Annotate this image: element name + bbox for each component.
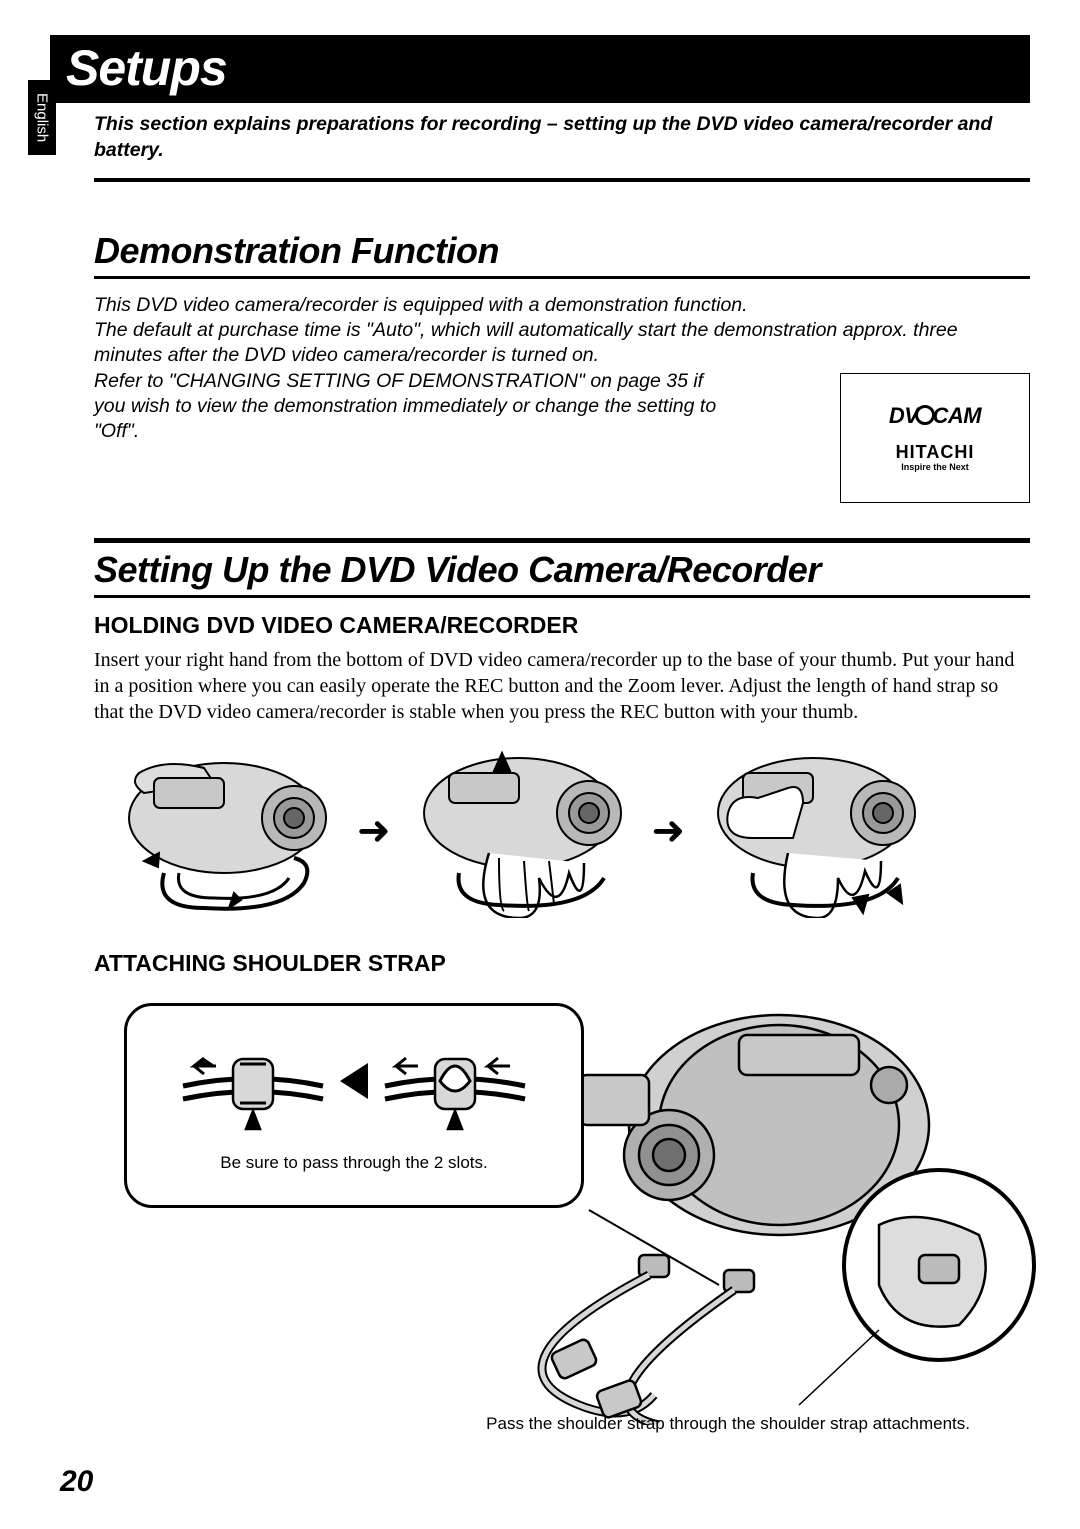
arrow-right-icon: ➜ (652, 743, 686, 918)
buckle-illustration-1 (178, 1031, 328, 1131)
holding-instructions: Insert your right hand from the bottom o… (94, 647, 1030, 725)
page-number: 20 (60, 1465, 93, 1499)
callout-box: Be sure to pass through the 2 slots. (124, 1003, 584, 1208)
section-title-demonstration: Demonstration Function (94, 230, 1030, 272)
camera-illustration-3 (693, 743, 938, 918)
dvdcam-prefix: DV (889, 403, 919, 428)
intro-text: This section explains preparations for r… (94, 111, 1030, 164)
dvdcam-logo: DV CAM (889, 403, 981, 429)
buckle-illustration-2 (380, 1031, 530, 1131)
divider (94, 595, 1030, 598)
section-title-setup: Setting Up the DVD Video Camera/Recorder (94, 549, 1030, 591)
subtitle-holding: HOLDING DVD VIDEO CAMERA/RECORDER (94, 612, 1030, 639)
dvdcam-suffix: CAM (932, 403, 981, 428)
language-tab: English (28, 80, 56, 155)
subtitle-strap: ATTACHING SHOULDER STRAP (94, 950, 1030, 977)
hitachi-brand: HITACHI (896, 443, 975, 461)
brand-logo-box: DV CAM HITACHI Inspire the Next (840, 373, 1030, 503)
hitachi-logo: HITACHI Inspire the Next (896, 443, 975, 472)
camera-strap-illustration (519, 985, 1059, 1425)
arrow-right-icon: ➜ (357, 743, 391, 918)
camera-illustration-1 (104, 743, 349, 918)
demonstration-content: This DVD video camera/recorder is equipp… (94, 293, 1030, 498)
demo-p3: Refer to "CHANGING SETTING OF DEMONSTRAT… (94, 369, 734, 445)
page-title: Setups (66, 39, 1014, 97)
divider (94, 538, 1030, 543)
camera-illustration-2 (399, 743, 644, 918)
divider (94, 276, 1030, 279)
callout-text: Be sure to pass through the 2 slots. (141, 1153, 567, 1173)
divider (94, 178, 1030, 182)
holding-illustration-row: ➜ ➜ (104, 743, 1030, 918)
strap-illustration-area: Be sure to pass through the 2 slots. (94, 985, 1030, 1445)
header-bar: Setups (50, 35, 1030, 103)
arrow-left-icon (340, 1063, 368, 1099)
strap-note: Pass the shoulder strap through the shou… (486, 1413, 970, 1435)
demo-p2: The default at purchase time is "Auto", … (94, 318, 1030, 369)
hitachi-tagline: Inspire the Next (896, 463, 975, 472)
demo-p1: This DVD video camera/recorder is equipp… (94, 293, 1030, 318)
